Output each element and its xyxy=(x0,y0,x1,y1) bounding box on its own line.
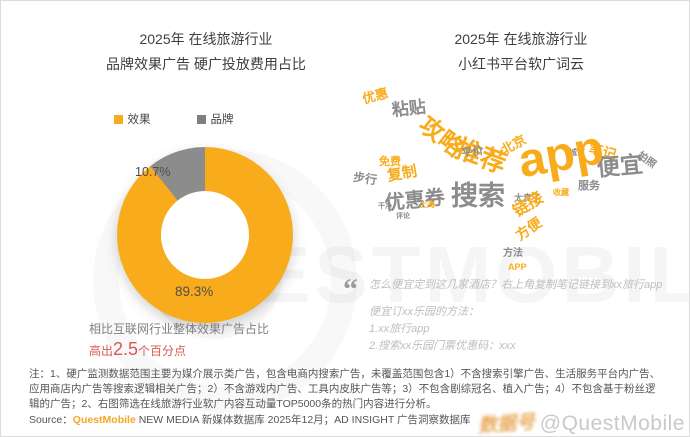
right-chart-title: 2025年 在线旅游行业 小红书平台软广词云 xyxy=(361,27,681,76)
bottom-right-watermark: 数据号 @QuestMobile xyxy=(478,409,685,436)
donut-label-brand-share: 10.7% xyxy=(135,165,171,179)
right-title-line1: 2025年 在线旅游行业 xyxy=(454,31,588,47)
quote-method-line3: 2.搜索xx乐园门票优惠码：xxx xyxy=(369,340,516,353)
cloud-word: 上海 xyxy=(419,200,435,209)
quote-method-line1: 便宜订xx乐园的方法： xyxy=(369,306,479,319)
cloud-word: 免费 xyxy=(379,156,401,168)
annotation-suffix: 个百分点 xyxy=(138,344,187,359)
donut-annotation: 相比互联网行业整体效果广告占比 高出2.5个百分点 xyxy=(89,321,269,361)
watermark-scribble: 数据号 xyxy=(477,412,537,437)
annotation-value: 2.5 xyxy=(113,339,139,360)
questmobile-brand: QuestMobile xyxy=(72,413,136,426)
cloud-word: 粘贴 xyxy=(390,97,427,120)
annotation-line2: 高出2.5个百分点 xyxy=(89,337,269,361)
cloud-word: 步行 xyxy=(352,170,378,188)
cloud-word: 方法 xyxy=(503,248,523,259)
left-chart-title: 2025年 在线旅游行业 品牌效果广告 硬广投放费用占比 xyxy=(41,27,371,76)
cloud-word: 太贵了 xyxy=(514,193,542,203)
legend-swatch-brand xyxy=(196,114,206,124)
cloud-word: 优惠券 xyxy=(383,186,446,215)
source-rest: NEW MEDIA 新媒体数据库 2025年12月；AD INSIGHT 广告洞… xyxy=(135,413,471,426)
cloud-word: app xyxy=(514,121,608,189)
donut-label-effect-share: 89.3% xyxy=(175,284,214,299)
source-line: Source：QuestMobile NEW MEDIA 新媒体数据库 2025… xyxy=(29,413,665,428)
annotation-prefix: 高出 xyxy=(89,344,114,359)
quote-mark-icon: “ xyxy=(343,273,358,306)
legend-item-effect: 效果 xyxy=(113,111,151,127)
left-title-line1: 2025年 在线旅游行业 xyxy=(139,31,273,47)
footnote-block: 注：1、硬广监测数据范围主要为媒介展示类广告，包含电商内搜索广告，未覆盖范围包含… xyxy=(29,367,665,428)
watermark-handle: @QuestMobile xyxy=(539,412,685,435)
cloud-word: 复制 xyxy=(385,162,419,185)
legend-label-brand: 品牌 xyxy=(210,114,234,126)
cloud-word: 收藏 xyxy=(553,188,569,197)
cloud-word: 干净 xyxy=(378,203,392,210)
cloud-word: 城市 xyxy=(569,148,585,157)
annotation-line1: 相比互联网行业整体效果广告占比 xyxy=(89,322,270,336)
right-title-line2: 小红书平台软广词云 xyxy=(458,55,584,72)
cloud-word: 评论 xyxy=(396,213,410,220)
cloud-word: 优惠 xyxy=(360,85,390,107)
legend-item-brand: 品牌 xyxy=(196,111,234,127)
footnote-text: 注：1、硬广监测数据范围主要为媒介展示类广告，包含电商内搜索广告，未覆盖范围包含… xyxy=(29,368,661,410)
donut-legend: 效果 品牌 xyxy=(1,111,346,127)
donut-chart xyxy=(117,147,293,323)
quote-method-line2: 1.xx旅行app xyxy=(369,323,430,336)
source-prefix: Source： xyxy=(29,413,73,426)
left-title-line2: 品牌效果广告 硬广投放费用占比 xyxy=(106,55,306,72)
quote-line1: 怎么便宜定到这几家酒店？右上角复制笔记链接到xx旅行app xyxy=(369,279,663,291)
donut-hole xyxy=(161,191,249,279)
airplane-wordcloud: 优惠 粘贴 攻略 推荐 笔记 城市 拍照 便宜 平价 北京 app 免费 复制 步行 服务 收藏 优惠券 搜索 太贵… xyxy=(352,85,688,284)
quote-method-block: 便宜订xx乐园的方法： 1.xx旅行app 2.搜索xx乐园门票优惠码：xxx xyxy=(369,304,685,355)
legend-swatch-effect xyxy=(113,114,123,124)
cloud-word: 服务 xyxy=(578,180,600,192)
legend-label-effect: 效果 xyxy=(127,114,151,126)
quote-block: “ 怎么便宜定到这几家酒店？右上角复制笔记链接到xx旅行app 便宜订xx乐园的… xyxy=(343,273,685,355)
cloud-word: APP xyxy=(508,262,527,272)
cloud-word: 搜索 xyxy=(451,181,505,211)
